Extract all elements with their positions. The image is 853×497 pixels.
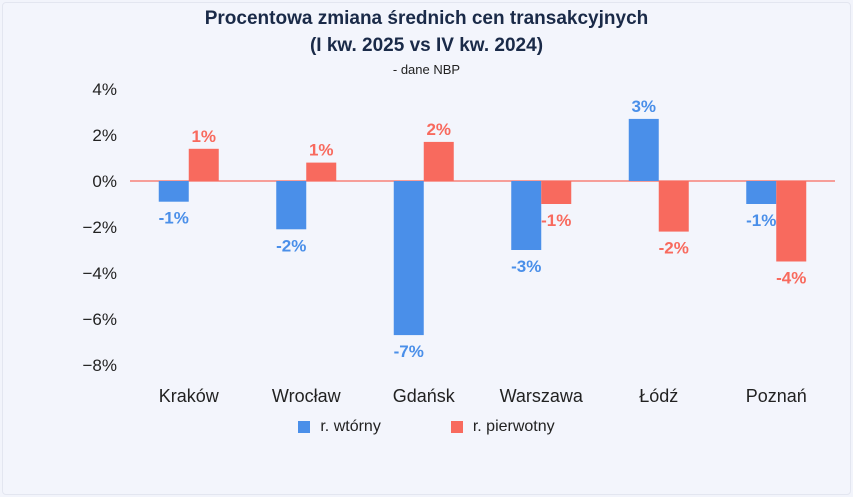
y-tick-label: 0% — [92, 172, 117, 191]
legend-item-primary: r. pierwotny — [450, 418, 555, 436]
chart-subtitle: - dane NBP — [392, 62, 461, 77]
legend-label-secondary: r. wtórny — [320, 418, 381, 435]
bar-primary — [188, 148, 219, 181]
x-tick-label: Kraków — [159, 386, 220, 406]
bar-primary — [776, 181, 807, 262]
bar-primary — [306, 162, 337, 181]
chart-title-line1: Procentowa zmiana średnich cen transakcy… — [204, 8, 649, 29]
y-tick-label: 2% — [92, 126, 117, 145]
x-tick-label: Łódź — [639, 386, 678, 406]
data-label: -2% — [276, 236, 306, 255]
bar-secondary — [393, 181, 424, 336]
bar-secondary — [511, 181, 542, 250]
bar-primary — [658, 181, 689, 232]
y-tick-label: −6% — [83, 310, 118, 329]
x-tick-label: Poznań — [746, 386, 807, 406]
data-label: -3% — [511, 257, 541, 276]
bar-secondary — [628, 118, 659, 181]
data-label: 3% — [631, 97, 656, 116]
data-label: -1% — [746, 211, 776, 230]
data-label: -1% — [541, 211, 571, 230]
data-label: -1% — [159, 209, 189, 228]
data-label: -4% — [776, 269, 806, 288]
x-tick-label: Gdańsk — [393, 386, 456, 406]
legend-swatch-secondary — [298, 421, 311, 433]
x-tick-label: Wrocław — [272, 386, 342, 406]
bar-primary — [423, 141, 454, 181]
data-label: 1% — [309, 141, 334, 160]
data-label: -7% — [394, 342, 424, 361]
data-label: 1% — [191, 127, 216, 146]
y-tick-label: 4% — [92, 80, 117, 99]
bar-secondary — [746, 181, 777, 204]
legend: r. wtórny r. pierwotny — [0, 418, 853, 436]
bar-secondary — [276, 181, 307, 230]
y-tick-label: −2% — [83, 218, 118, 237]
legend-label-primary: r. pierwotny — [472, 418, 555, 435]
data-label: 2% — [426, 120, 451, 139]
y-tick-label: −4% — [83, 264, 118, 283]
legend-swatch-primary — [450, 421, 463, 433]
x-tick-label: Warszawa — [500, 386, 584, 406]
chart-title-line2: (I kw. 2025 vs IV kw. 2024) — [309, 35, 544, 56]
data-label: -2% — [659, 239, 689, 258]
y-tick-label: −8% — [83, 356, 118, 375]
bar-secondary — [158, 181, 189, 202]
legend-item-secondary: r. wtórny — [298, 418, 381, 436]
bar-primary — [541, 181, 572, 204]
